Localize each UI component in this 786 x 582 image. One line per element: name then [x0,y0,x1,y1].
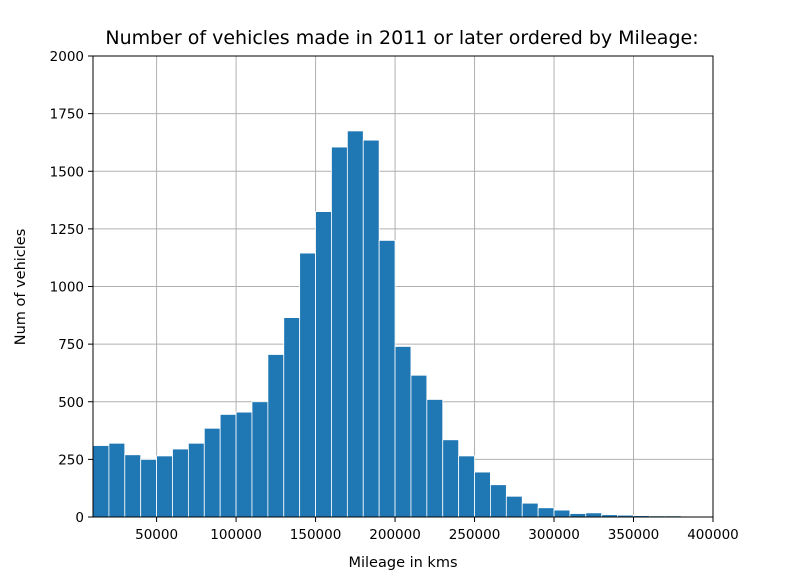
bar [92,445,110,518]
y-tick-label: 1250 [50,222,84,238]
bar [315,211,332,518]
bar [299,252,316,518]
bar [172,448,189,518]
x-tick-label: 100000 [210,527,262,543]
y-tick-label: 2000 [50,49,84,65]
x-tick-label: 400000 [687,527,739,543]
x-tick-label: 350000 [608,527,660,543]
bar [553,509,571,518]
y-tick-label: 750 [58,337,84,353]
bar [490,484,507,518]
bar [569,513,587,518]
bar [410,374,428,518]
chart-title: Number of vehicles made in 2011 or later… [105,27,698,49]
bar [585,512,603,518]
bar [187,442,205,518]
bar [235,411,253,518]
bar [251,401,269,518]
x-tick-label: 300000 [528,527,580,543]
bar [442,439,460,518]
bar [219,414,237,518]
y-axis-label: Num of vehicles [13,229,29,346]
y-tick-label: 500 [58,395,84,411]
bar [108,442,126,518]
x-tick-label: 200000 [369,527,421,543]
y-axis: 0 250 500 750 1000 1250 1500 1750 2000 [50,49,93,526]
bar [521,502,539,518]
bar [203,427,221,518]
bar [505,495,523,518]
x-tick-label: 250000 [449,527,501,543]
bar [331,146,348,518]
bar [458,455,475,518]
x-tick-label: 150000 [290,527,342,543]
bar [474,471,491,518]
bar [124,454,142,518]
bar [156,455,173,518]
y-tick-label: 0 [75,510,84,526]
bar [362,139,380,518]
bar [537,507,555,518]
x-axis-label: Mileage in kms [348,555,457,571]
bar [394,346,412,518]
bar [426,399,444,518]
x-tick-label: 50000 [135,527,178,543]
bar [140,458,157,518]
y-tick-label: 1000 [50,280,84,296]
x-axis: 50000 100000 150000 200000 250000 300000 35000… [135,517,739,543]
y-tick-label: 1750 [50,107,84,123]
y-tick-label: 250 [58,452,84,468]
bar [267,354,285,518]
y-tick-label: 1500 [50,164,84,180]
bar [378,239,396,518]
bar [283,317,301,518]
bar [346,130,364,518]
